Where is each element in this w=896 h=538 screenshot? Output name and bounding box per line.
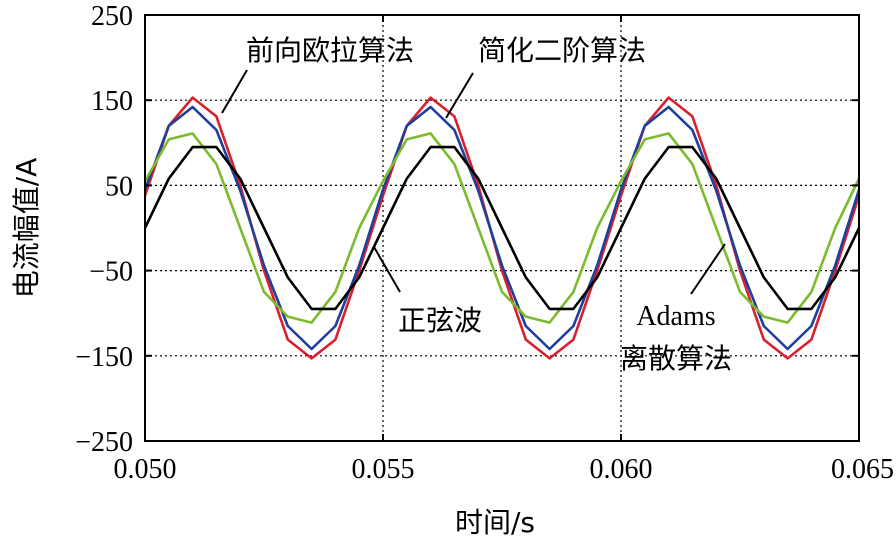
series-sine-wave <box>143 145 861 311</box>
x-tick-label: 0.050 <box>114 454 177 485</box>
annotation-adams-line1: Adams <box>636 301 715 332</box>
series-forward-euler <box>143 96 861 360</box>
tick-marks <box>144 14 860 442</box>
y-tick-label: −150 <box>75 342 133 373</box>
annotation-adams-line2: 离散算法 <box>620 342 732 375</box>
annotation-forward-euler: 前向欧拉算法 <box>246 34 414 67</box>
leader-simplified-second-order <box>445 72 474 119</box>
y-tick-label: 150 <box>91 86 133 117</box>
y-tick-label: 250 <box>91 1 133 32</box>
series-simplified-second-order <box>143 105 861 351</box>
leader-forward-euler <box>221 69 248 114</box>
annotation-sine-wave: 正弦波 <box>398 304 482 337</box>
x-tick-label: 0.065 <box>831 454 894 485</box>
y-tick-label: −50 <box>89 257 133 288</box>
leader-sine-wave <box>373 246 401 293</box>
annotation-simplified-second-order: 简化二阶算法 <box>478 34 646 67</box>
x-tick-label: 0.055 <box>352 454 415 485</box>
x-tick-labels: 0.050 0.055 0.060 0.065 <box>114 454 895 485</box>
leader-adams <box>690 243 726 295</box>
y-tick-label: −250 <box>75 427 133 458</box>
y-tick-labels: 250 150 50 −50 −150 −250 <box>75 1 133 458</box>
series-adams-discrete <box>143 132 861 324</box>
plot-frame <box>144 14 860 442</box>
y-axis-title: 电流幅值/A <box>10 158 43 299</box>
x-axis-title: 时间/s <box>455 506 535 538</box>
series-group <box>143 96 861 360</box>
y-tick-label: 50 <box>105 171 133 202</box>
x-tick-label: 0.060 <box>590 454 653 485</box>
